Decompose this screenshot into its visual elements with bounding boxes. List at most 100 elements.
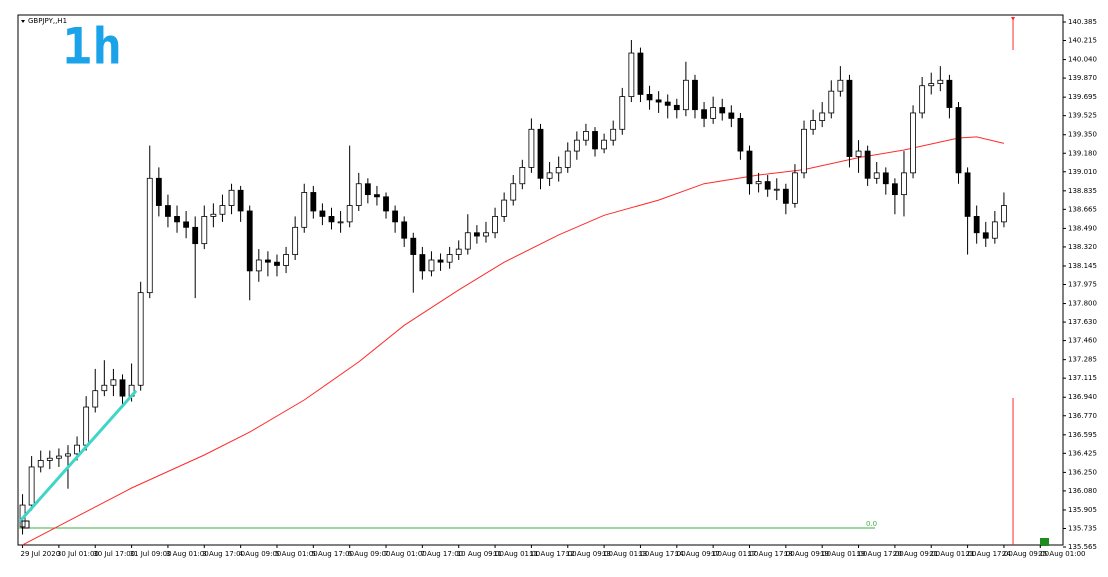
candle-body bbox=[773, 188, 780, 191]
candle-body bbox=[601, 139, 608, 150]
candle-body bbox=[165, 205, 171, 217]
y-tick-label: 136.940 bbox=[1068, 393, 1097, 401]
x-tick-label: 21 Aug 17:00 bbox=[966, 550, 1013, 558]
y-tick-label: 137.975 bbox=[1068, 281, 1097, 289]
y-tick-label: 140.040 bbox=[1068, 56, 1097, 64]
candle-body bbox=[192, 226, 199, 245]
candle-body bbox=[201, 216, 208, 245]
y-tick-label: 137.115 bbox=[1068, 374, 1097, 382]
anchor-box bbox=[21, 520, 30, 529]
y-tick-label: 137.285 bbox=[1068, 356, 1097, 364]
x-tick-label: 5 Aug 17:00 bbox=[311, 550, 354, 558]
y-tick-label: 139.010 bbox=[1068, 168, 1097, 176]
menu-arrow[interactable] bbox=[21, 20, 25, 23]
candle-body bbox=[755, 181, 762, 185]
candle-body bbox=[901, 172, 907, 196]
candle-body bbox=[919, 85, 926, 114]
x-tick-label: 13 Aug 01:00 bbox=[602, 550, 649, 558]
x-tick-label: 14 Aug 09:00 bbox=[675, 550, 722, 558]
candle-body bbox=[546, 172, 553, 179]
y-tick-label: 137.460 bbox=[1068, 337, 1097, 345]
candle-body bbox=[392, 210, 399, 223]
candle-body bbox=[319, 210, 326, 217]
candle-body bbox=[746, 150, 753, 185]
candle-body bbox=[146, 177, 153, 294]
candle-body bbox=[137, 292, 144, 386]
candle-body bbox=[937, 79, 944, 84]
candle-body bbox=[719, 107, 726, 114]
x-tick-label: 24 Aug 09:00 bbox=[1002, 550, 1049, 558]
x-tick-label: 30 Jul 01:00 bbox=[57, 550, 99, 558]
x-tick-label: 4 Aug 09:00 bbox=[239, 550, 282, 558]
x-tick-label: 18 Aug 09:00 bbox=[784, 550, 831, 558]
y-tick-label: 137.630 bbox=[1068, 318, 1097, 326]
candle-body bbox=[882, 172, 889, 185]
candle-body bbox=[637, 52, 644, 95]
candle-body bbox=[255, 259, 262, 272]
candle-body bbox=[537, 128, 544, 179]
status-icon[interactable] bbox=[1040, 538, 1049, 546]
candle-body bbox=[528, 128, 535, 168]
candle-body bbox=[855, 150, 862, 157]
candle-body bbox=[619, 96, 626, 130]
y-tick-label: 136.080 bbox=[1068, 487, 1097, 495]
vertical-line-cap bbox=[1011, 17, 1016, 21]
y-tick-label: 135.905 bbox=[1068, 506, 1097, 514]
candle-body bbox=[728, 112, 735, 119]
x-tick-label: 30 Jul 17:00 bbox=[93, 550, 135, 558]
candle-body bbox=[673, 104, 680, 111]
candle-body bbox=[437, 259, 444, 263]
candle-body bbox=[519, 167, 526, 185]
candle-body bbox=[510, 183, 517, 201]
candle-body bbox=[910, 112, 916, 174]
candle-body bbox=[564, 150, 571, 168]
candle-body bbox=[801, 128, 807, 174]
y-tick-label: 138.320 bbox=[1068, 243, 1097, 251]
y-tick-label: 135.735 bbox=[1068, 524, 1097, 532]
candle-body bbox=[928, 83, 935, 87]
candle-body bbox=[283, 254, 289, 266]
y-tick-label: 140.215 bbox=[1068, 37, 1097, 45]
candle-body bbox=[446, 254, 453, 263]
x-tick-label: 17 Aug 01:00 bbox=[711, 550, 758, 558]
y-tick-label: 139.180 bbox=[1068, 149, 1097, 157]
candle-body bbox=[782, 188, 789, 204]
candle-body bbox=[473, 232, 480, 237]
candle-body bbox=[819, 112, 826, 121]
y-tick-label: 139.870 bbox=[1068, 74, 1097, 82]
x-tick-label: 20 Aug 09:00 bbox=[893, 550, 940, 558]
candle-body bbox=[310, 192, 317, 212]
x-tick-label: 13 Aug 17:00 bbox=[638, 550, 685, 558]
x-tick-label: 11 Aug 01:00 bbox=[493, 550, 540, 558]
candle-body bbox=[792, 172, 798, 204]
candle-body bbox=[74, 444, 80, 455]
candle-body bbox=[383, 196, 389, 212]
y-tick-label: 139.525 bbox=[1068, 112, 1097, 120]
candle-body bbox=[873, 172, 880, 179]
candle-body bbox=[301, 192, 308, 228]
candle-body bbox=[410, 237, 417, 255]
candle-body bbox=[664, 101, 671, 106]
y-tick-label: 135.565 bbox=[1068, 543, 1097, 551]
candle-body bbox=[183, 221, 190, 228]
candle-body bbox=[174, 216, 180, 223]
x-tick-label: 12 Aug 09:00 bbox=[566, 550, 613, 558]
candle-body bbox=[973, 216, 980, 234]
candle-body bbox=[955, 107, 962, 174]
candle-body bbox=[328, 216, 335, 223]
candle-body bbox=[692, 79, 698, 111]
moving-average bbox=[22, 136, 1005, 546]
candle-body bbox=[228, 189, 235, 206]
candle-body bbox=[455, 248, 462, 255]
y-tick-label: 138.490 bbox=[1068, 224, 1097, 232]
candle-body bbox=[337, 221, 344, 224]
x-tick-label: 17 Aug 17:00 bbox=[748, 550, 795, 558]
candle-body bbox=[101, 384, 108, 392]
candle-body bbox=[364, 183, 371, 196]
candle-body bbox=[964, 172, 971, 217]
candle-body bbox=[583, 131, 589, 141]
candle-body bbox=[982, 232, 989, 239]
candle-body bbox=[65, 453, 71, 457]
candle-body bbox=[864, 150, 871, 179]
